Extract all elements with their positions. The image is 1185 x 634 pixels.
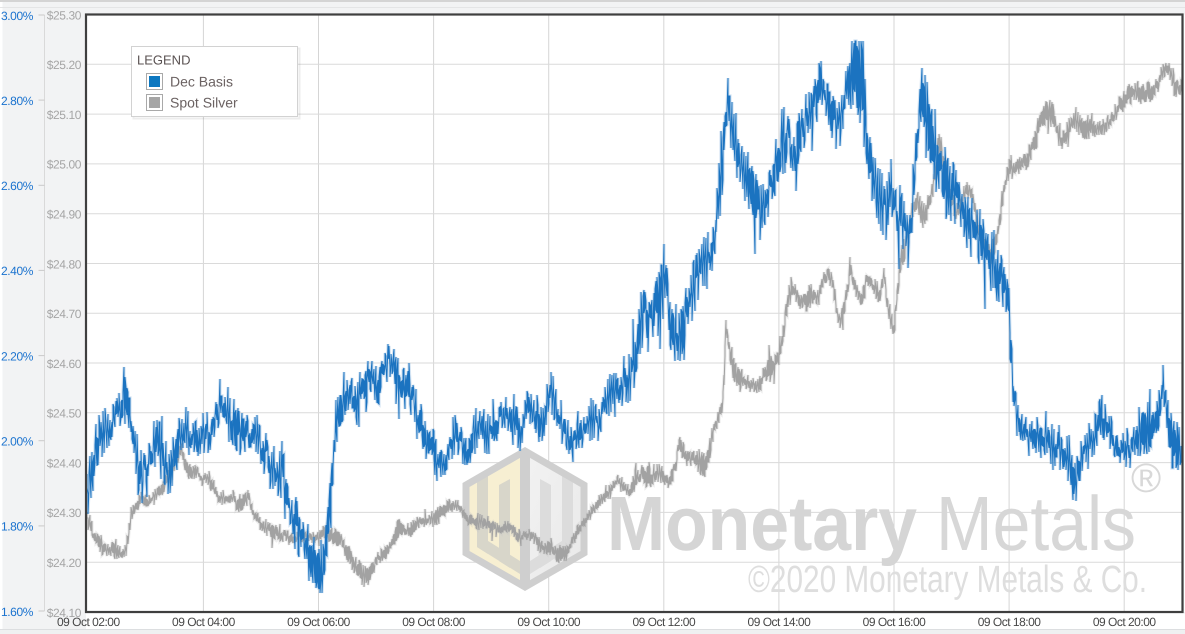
svg-text:09 Oct 20:00: 09 Oct 20:00 <box>1093 615 1157 629</box>
svg-text:09 Oct 10:00: 09 Oct 10:00 <box>517 615 581 629</box>
svg-text:$24.30: $24.30 <box>47 506 82 520</box>
svg-text:09 Oct 06:00: 09 Oct 06:00 <box>287 615 351 629</box>
svg-text:09 Oct 02:00: 09 Oct 02:00 <box>57 615 121 629</box>
svg-text:Metals: Metals <box>936 481 1136 567</box>
svg-text:$24.20: $24.20 <box>47 556 82 570</box>
svg-text:09 Oct 12:00: 09 Oct 12:00 <box>632 615 696 629</box>
svg-text:$24.80: $24.80 <box>47 257 82 271</box>
svg-text:Monetary: Monetary <box>607 481 917 567</box>
svg-text:LEGEND: LEGEND <box>137 53 190 68</box>
svg-text:1.80%: 1.80% <box>1 520 34 534</box>
svg-text:3.00%: 3.00% <box>1 9 34 23</box>
svg-text:09 Oct 14:00: 09 Oct 14:00 <box>748 615 812 629</box>
svg-text:09 Oct 08:00: 09 Oct 08:00 <box>402 615 466 629</box>
svg-text:$24.60: $24.60 <box>47 357 82 371</box>
svg-text:$24.70: $24.70 <box>47 307 82 321</box>
svg-text:$24.10: $24.10 <box>47 606 82 620</box>
svg-text:$24.50: $24.50 <box>47 407 82 421</box>
svg-text:1.60%: 1.60% <box>1 605 34 619</box>
svg-text:09 Oct 16:00: 09 Oct 16:00 <box>863 615 927 629</box>
svg-text:2.00%: 2.00% <box>1 435 34 449</box>
svg-text:2.60%: 2.60% <box>1 179 34 193</box>
svg-text:09 Oct 04:00: 09 Oct 04:00 <box>172 615 236 629</box>
svg-text:2.40%: 2.40% <box>1 264 34 278</box>
svg-text:$25.00: $25.00 <box>47 158 82 172</box>
svg-text:09 Oct 18:00: 09 Oct 18:00 <box>978 615 1042 629</box>
svg-text:Spot Silver: Spot Silver <box>170 95 238 111</box>
svg-text:$25.30: $25.30 <box>47 8 82 22</box>
svg-text:®: ® <box>1131 455 1161 501</box>
svg-text:$24.90: $24.90 <box>47 208 82 222</box>
svg-text:©2020 Monetary Metals & Co.: ©2020 Monetary Metals & Co. <box>748 559 1147 601</box>
svg-text:$25.20: $25.20 <box>47 58 82 72</box>
svg-text:Dec Basis: Dec Basis <box>170 74 233 90</box>
svg-text:$25.10: $25.10 <box>47 108 82 122</box>
svg-text:2.20%: 2.20% <box>1 349 34 363</box>
svg-text:$24.40: $24.40 <box>47 456 82 470</box>
svg-text:2.80%: 2.80% <box>1 94 34 108</box>
